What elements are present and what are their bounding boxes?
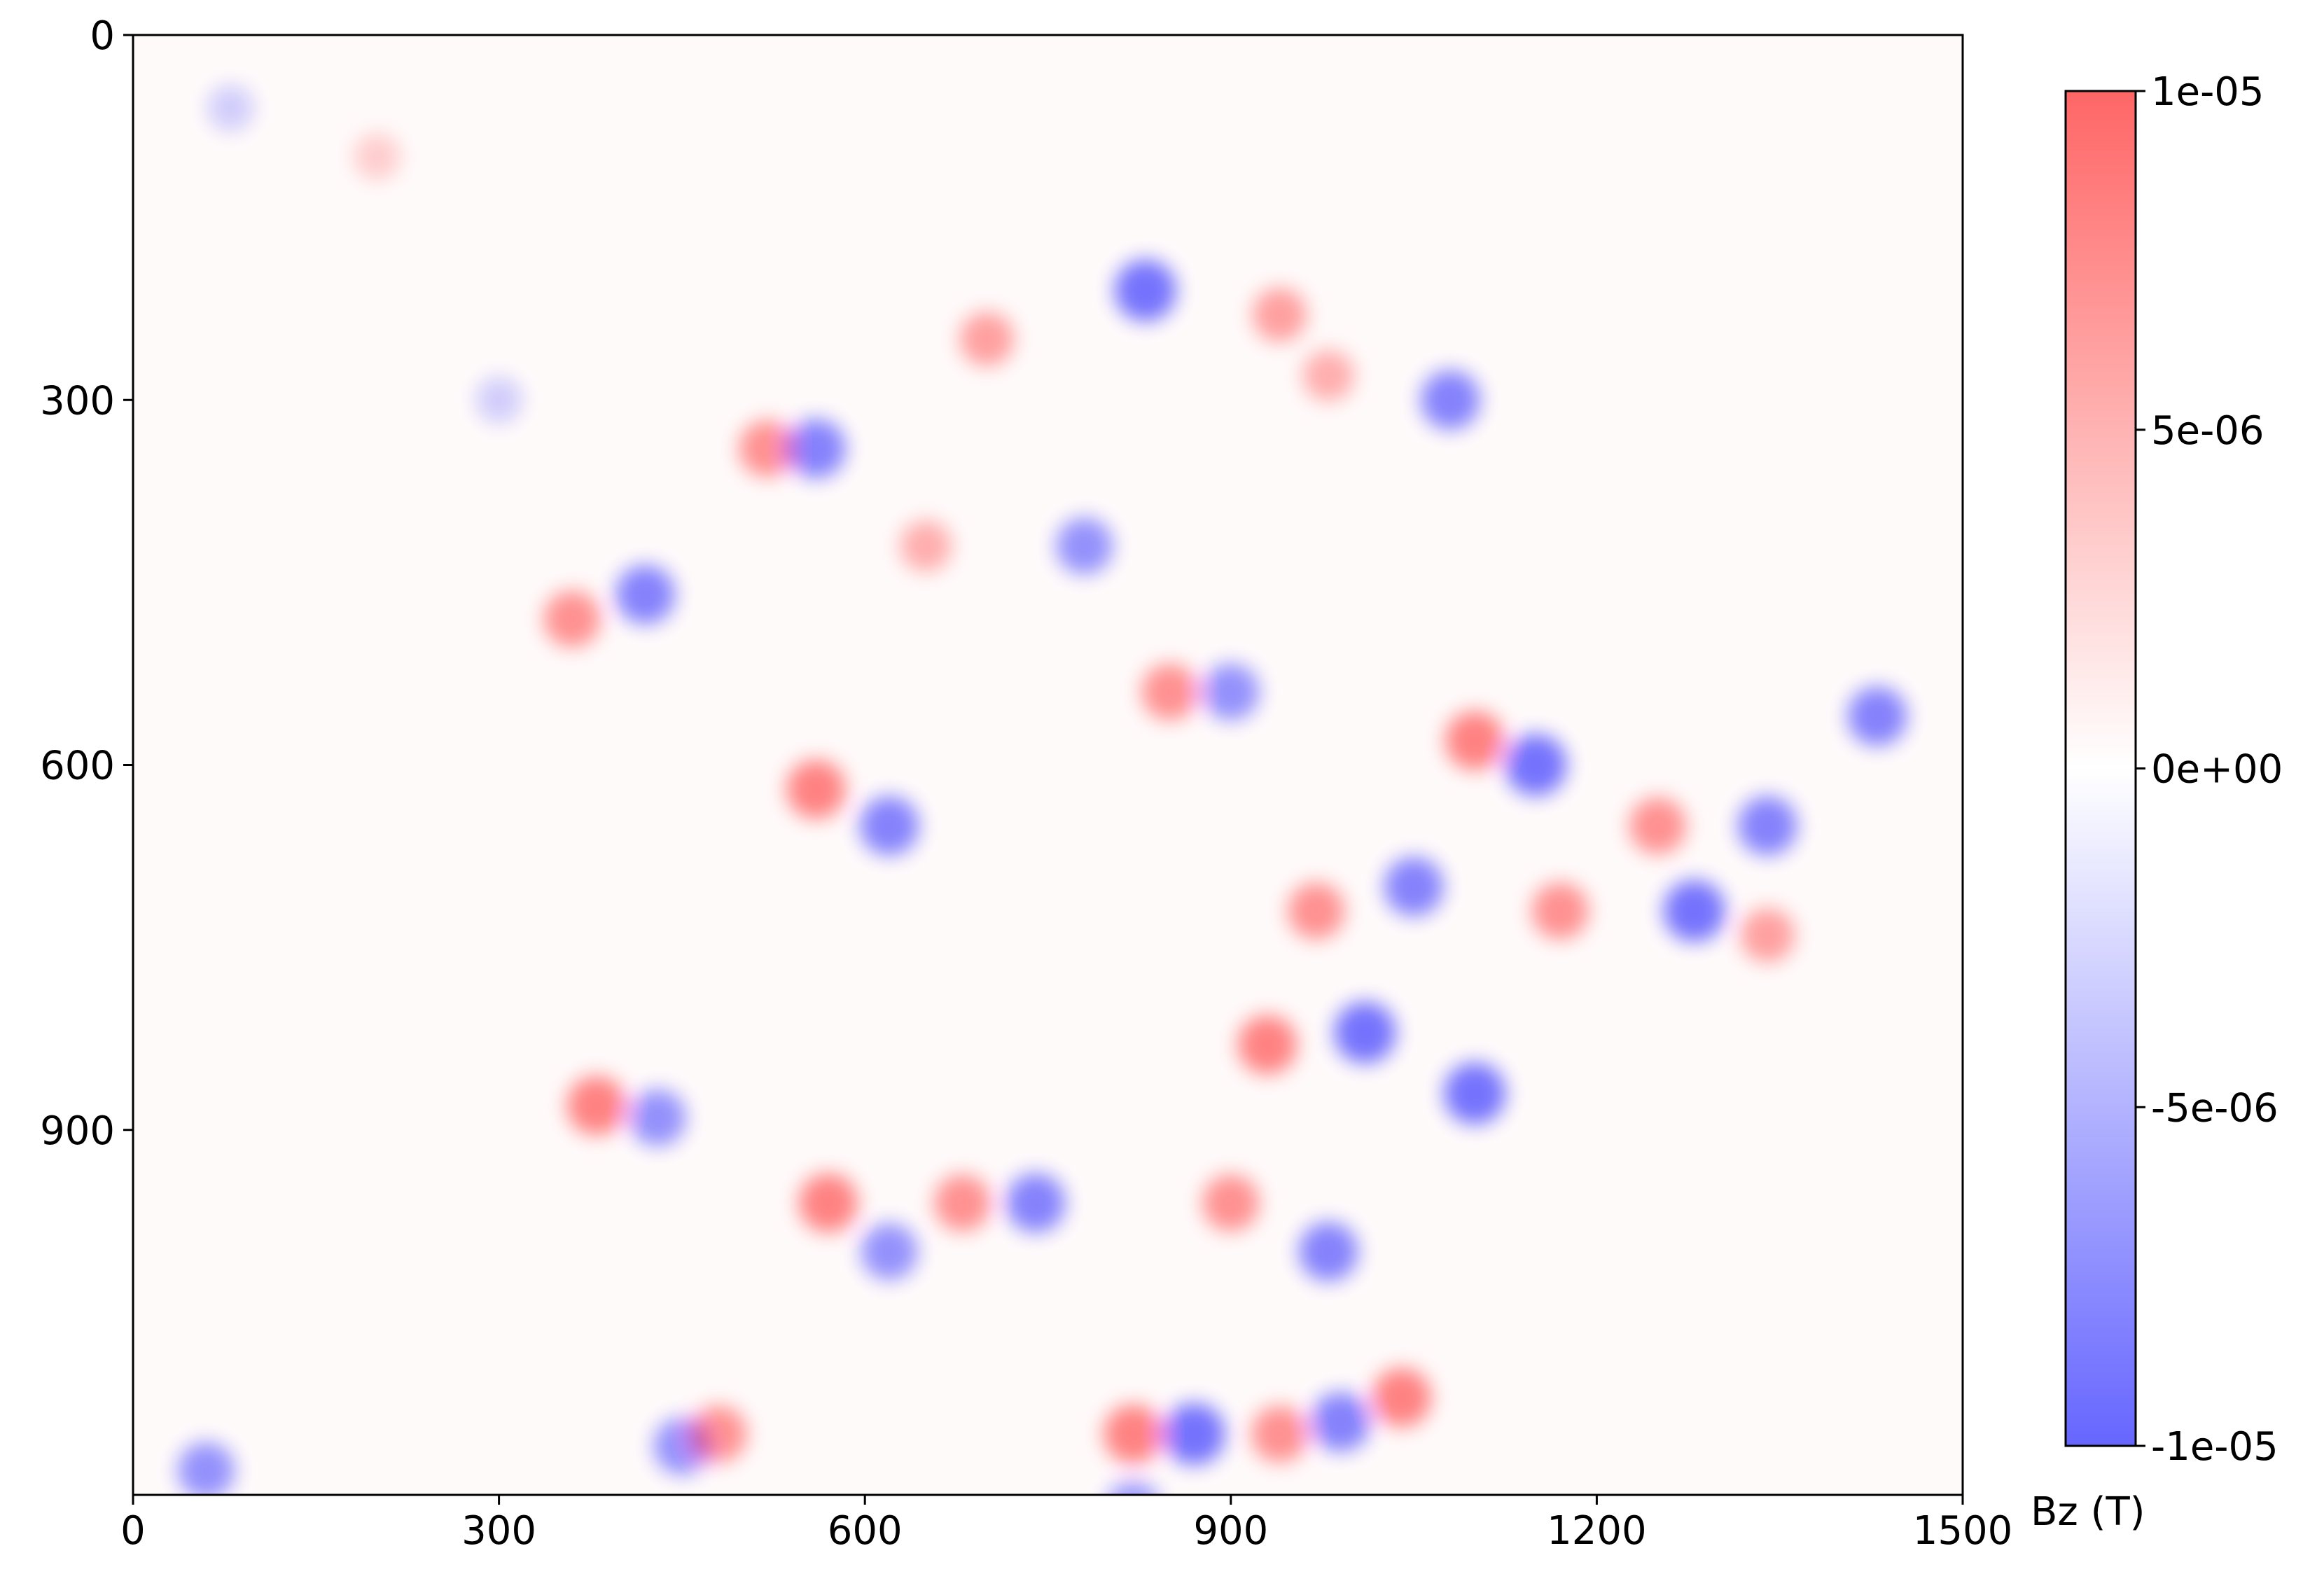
heatmap-feature (1384, 856, 1444, 917)
x-tick-label: 300 (461, 1508, 536, 1554)
heatmap-feature (1108, 1479, 1158, 1495)
y-axis: 0 300 600 900 (40, 13, 133, 1154)
y-tick-label: 0 (90, 13, 115, 59)
heatmap-feature (1311, 1392, 1370, 1452)
heatmap-feature (1252, 287, 1307, 342)
heatmap-feature (1445, 711, 1505, 771)
heatmap-feature (207, 84, 254, 132)
heatmap-feature (1444, 1062, 1506, 1124)
heatmap-feature (933, 1174, 991, 1232)
heatmap-feature (1237, 1015, 1297, 1075)
x-tick-label: 900 (1193, 1508, 1268, 1554)
heatmap-features (177, 84, 1907, 1495)
heatmap-feature (543, 590, 601, 648)
y-tick-label: 300 (40, 378, 115, 424)
heatmap-feature (1056, 517, 1113, 575)
colorbar: -1e-05 -5e-06 0e+00 5e-06 1e-05 Bz (T) (2031, 69, 2283, 1535)
heatmap-feature (1104, 1404, 1163, 1464)
colorbar-label: Bz (T) (2031, 1489, 2145, 1535)
colorbar-fill (2066, 91, 2136, 1446)
heatmap-feature (1251, 1405, 1309, 1463)
heatmap-feature (1302, 349, 1355, 402)
heatmap-feature (739, 420, 796, 478)
x-tick-label: 600 (828, 1508, 903, 1554)
heatmap-feature (475, 376, 522, 424)
heatmap-feature (1420, 370, 1480, 430)
heatmap-feature (1531, 882, 1589, 940)
colorbar-tick-label: -1e-05 (2151, 1424, 2278, 1470)
heatmap-feature (1505, 734, 1567, 796)
colorbar-tick-label: -5e-06 (2151, 1085, 2278, 1131)
x-axis: 0 300 600 900 1200 1500 (120, 1495, 2012, 1554)
plot-background (133, 35, 1963, 1495)
heatmap-feature (786, 419, 846, 479)
heatmap-feature (1202, 1174, 1260, 1232)
x-tick-label: 0 (120, 1508, 146, 1554)
heatmap-feature (1202, 663, 1260, 720)
heatmap-feature (959, 312, 1015, 367)
y-tick-label: 900 (40, 1108, 115, 1154)
heatmap-feature (1629, 797, 1687, 854)
y-tick-label: 600 (40, 744, 115, 789)
colorbar-tick-label: 0e+00 (2151, 747, 2283, 793)
heatmap-feature (615, 564, 676, 625)
x-tick-label: 1500 (1913, 1508, 2013, 1554)
heatmap-area (132, 34, 1964, 1496)
heatmap-feature (1141, 663, 1199, 720)
colorbar-ticks: -1e-05 -5e-06 0e+00 5e-06 1e-05 (2136, 69, 2283, 1470)
colorbar-tick-label: 1e-05 (2151, 69, 2264, 115)
heatmap-feature (859, 795, 919, 856)
heatmap-feature (786, 759, 846, 819)
heatmap-feature (177, 1442, 235, 1495)
heatmap-feature (690, 1405, 747, 1463)
heatmap-feature (1114, 259, 1177, 322)
heatmap-feature (629, 1089, 686, 1146)
heatmap-feature (1740, 907, 1795, 963)
colorbar-tick-label: 5e-06 (2151, 408, 2264, 454)
heatmap-feature (1334, 1001, 1396, 1064)
heatmap-feature (861, 1223, 918, 1281)
heatmap-feature (1006, 1173, 1066, 1233)
heatmap-feature (1163, 1402, 1225, 1465)
heatmap-feature (1847, 686, 1907, 746)
heatmap-feature (798, 1173, 858, 1233)
heatmap-feature (566, 1075, 627, 1136)
heatmap-feature (1288, 882, 1345, 940)
heatmap-feature (1298, 1222, 1358, 1281)
heatmap-feature (354, 133, 401, 181)
x-tick-label: 1200 (1547, 1508, 1647, 1554)
heatmap-feature (1372, 1367, 1432, 1428)
heatmap-feature (1737, 795, 1797, 856)
heatmap-feature (900, 520, 952, 572)
heatmap-feature (1663, 879, 1725, 942)
